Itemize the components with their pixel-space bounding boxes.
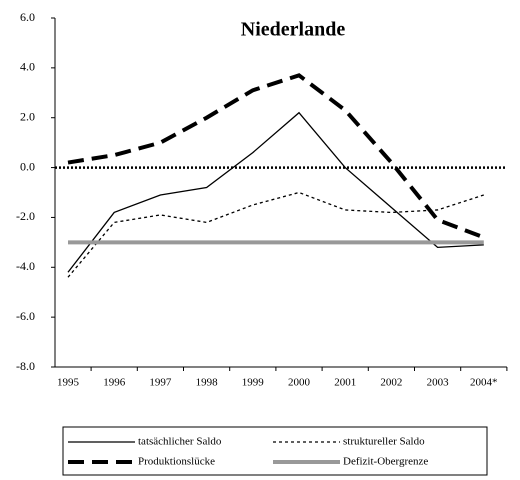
x-tick-label: 2001 xyxy=(334,377,356,389)
y-tick-label: 4.0 xyxy=(20,60,35,74)
x-tick-label: 1998 xyxy=(196,377,219,389)
x-tick-label: 1995 xyxy=(57,377,80,389)
series-line xyxy=(67,73,485,240)
y-tick-label: -2.0 xyxy=(16,209,35,223)
y-tick-label: 0.0 xyxy=(20,159,35,173)
x-tick-label: 1996 xyxy=(103,377,126,389)
y-tick-label: -4.0 xyxy=(16,259,35,273)
series-line xyxy=(67,191,485,278)
series-line xyxy=(67,111,484,273)
chart-title: Niederlande xyxy=(241,19,346,41)
x-tick-label: 2000 xyxy=(288,377,311,389)
x-tick-label: 2003 xyxy=(427,377,450,389)
legend-label: tatsächlicher Saldo xyxy=(138,436,222,448)
legend-box xyxy=(62,426,488,476)
x-tick-label: 1999 xyxy=(242,377,265,389)
x-tick-label: 2004* xyxy=(470,377,498,389)
y-tick-label: 6.0 xyxy=(20,10,35,24)
x-tick-label: 2002 xyxy=(380,377,402,389)
y-tick-label: -6.0 xyxy=(16,309,35,323)
x-tick-label: 1997 xyxy=(149,377,172,389)
y-tick-label: -8.0 xyxy=(16,359,35,373)
y-tick-label: 2.0 xyxy=(20,109,35,123)
legend-label: Defizit-Obergrenze xyxy=(343,456,428,468)
legend-label: Produktionslücke xyxy=(138,456,215,468)
legend-label: struktureller Saldo xyxy=(343,436,425,448)
